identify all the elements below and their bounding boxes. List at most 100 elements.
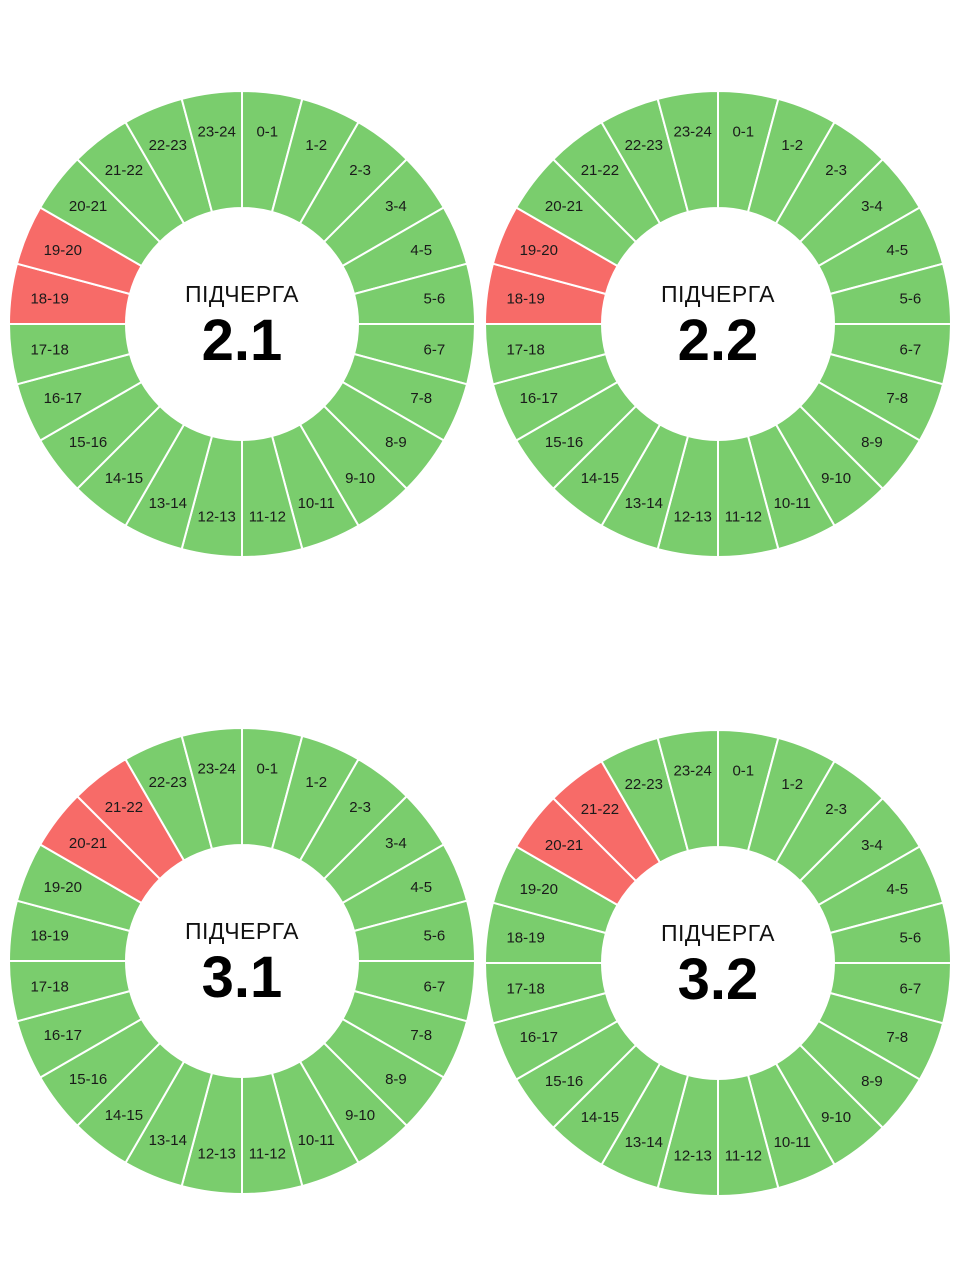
hour-label: 5-6 bbox=[899, 291, 921, 308]
hour-label: 0-1 bbox=[732, 763, 754, 780]
hour-label: 4-5 bbox=[886, 881, 908, 898]
hour-label: 18-19 bbox=[506, 930, 544, 947]
hour-label: 15-16 bbox=[69, 434, 107, 451]
hour-label: 19-20 bbox=[520, 242, 558, 259]
hour-label: 3-4 bbox=[385, 835, 407, 852]
hour-label: 5-6 bbox=[423, 928, 445, 945]
hour-label: 16-17 bbox=[520, 1029, 558, 1046]
hour-label: 16-17 bbox=[520, 390, 558, 407]
hour-segment-23-24-power bbox=[180, 89, 243, 214]
hour-label: 5-6 bbox=[423, 291, 445, 308]
hour-label: 22-23 bbox=[625, 776, 663, 793]
wheel-graphic: 0-1 1-2 2-3 3-4 4-5 5-6 6-7 7-8 8-9 9-10 10-11 11-1… bbox=[7, 726, 477, 1196]
hour-label: 4-5 bbox=[410, 242, 432, 259]
hour-label: 12-13 bbox=[197, 1145, 235, 1162]
hour-label: 18-19 bbox=[506, 291, 544, 308]
schedule-wheel-3-1: 0-1 1-2 2-3 3-4 4-5 5-6 6-7 7-8 8-9 9-10 10-11 11-1… bbox=[7, 726, 477, 1196]
hour-label: 15-16 bbox=[545, 434, 583, 451]
hour-label: 4-5 bbox=[410, 879, 432, 896]
wheel-graphic: 0-1 1-2 2-3 3-4 4-5 5-6 6-7 7-8 8-9 9-10 10-11 11-1… bbox=[7, 89, 477, 559]
queue-caption: ПІДЧЕРГА bbox=[661, 920, 775, 946]
wheel-graphic: 0-1 1-2 2-3 3-4 4-5 5-6 6-7 7-8 8-9 9-10 10-11 11-1… bbox=[483, 89, 953, 559]
hour-label: 21-22 bbox=[105, 162, 143, 179]
hour-segments: 0-1 1-2 2-3 3-4 4-5 5-6 6-7 7-8 8-9 9-10 10-11 11-1… bbox=[7, 726, 477, 1196]
hour-label: 1-2 bbox=[305, 774, 327, 791]
hour-label: 7-8 bbox=[886, 1029, 908, 1046]
hour-label: 15-16 bbox=[69, 1071, 107, 1088]
hour-label: 8-9 bbox=[861, 1073, 883, 1090]
hour-label: 4-5 bbox=[886, 242, 908, 259]
hour-label: 0-1 bbox=[256, 124, 278, 141]
hour-label: 21-22 bbox=[581, 801, 619, 818]
hour-label: 11-12 bbox=[725, 508, 762, 525]
hour-label: 0-1 bbox=[256, 761, 278, 778]
hour-label: 11-12 bbox=[249, 508, 286, 525]
hour-label: 21-22 bbox=[581, 162, 619, 179]
queue-caption: ПІДЧЕРГА bbox=[661, 281, 775, 307]
hour-label: 11-12 bbox=[249, 1145, 286, 1162]
hour-segments: 0-1 1-2 2-3 3-4 4-5 5-6 6-7 7-8 8-9 9-10 10-11 11-1… bbox=[7, 89, 477, 559]
hour-label: 12-13 bbox=[197, 508, 235, 525]
hour-label: 18-19 bbox=[30, 291, 68, 308]
hour-label: 12-13 bbox=[673, 508, 711, 525]
hour-label: 3-4 bbox=[385, 198, 407, 215]
hour-label: 13-14 bbox=[149, 495, 187, 512]
hour-label: 10-11 bbox=[774, 495, 811, 512]
hour-label: 20-21 bbox=[545, 198, 583, 215]
hour-label: 22-23 bbox=[625, 137, 663, 154]
hour-label: 21-22 bbox=[105, 799, 143, 816]
hour-label: 6-7 bbox=[899, 341, 921, 358]
hour-label: 2-3 bbox=[825, 801, 847, 818]
hour-label: 17-18 bbox=[506, 341, 544, 358]
hour-label: 16-17 bbox=[44, 390, 82, 407]
hour-segment-23-24-power bbox=[656, 728, 719, 853]
hour-segment-23-24-power bbox=[180, 726, 243, 851]
queue-caption: ПІДЧЕРГА bbox=[185, 918, 299, 944]
hour-label: 23-24 bbox=[673, 124, 711, 141]
hour-label: 22-23 bbox=[149, 774, 187, 791]
hour-label: 23-24 bbox=[673, 763, 711, 780]
hour-label: 7-8 bbox=[410, 390, 432, 407]
schedule-wheel-2-1: 0-1 1-2 2-3 3-4 4-5 5-6 6-7 7-8 8-9 9-10 10-11 11-1… bbox=[7, 89, 477, 559]
hour-label: 23-24 bbox=[197, 761, 235, 778]
hour-label: 1-2 bbox=[781, 776, 803, 793]
hour-label: 3-4 bbox=[861, 198, 883, 215]
queue-caption: ПІДЧЕРГА bbox=[185, 281, 299, 307]
queue-number: 2.1 bbox=[202, 308, 283, 373]
hour-label: 14-15 bbox=[105, 470, 143, 487]
hour-label: 19-20 bbox=[44, 879, 82, 896]
hour-label: 20-21 bbox=[69, 835, 107, 852]
hour-label: 1-2 bbox=[305, 137, 327, 154]
hour-segments: 0-1 1-2 2-3 3-4 4-5 5-6 6-7 7-8 8-9 9-10 10-11 11-1… bbox=[483, 89, 953, 559]
hour-label: 0-1 bbox=[732, 124, 754, 141]
hour-label: 19-20 bbox=[520, 881, 558, 898]
hour-label: 10-11 bbox=[298, 1132, 335, 1149]
hour-label: 10-11 bbox=[298, 495, 335, 512]
hour-label: 14-15 bbox=[581, 1109, 619, 1126]
hour-label: 6-7 bbox=[423, 341, 445, 358]
hour-label: 19-20 bbox=[44, 242, 82, 259]
hour-label: 7-8 bbox=[410, 1027, 432, 1044]
hour-label: 8-9 bbox=[385, 434, 407, 451]
hour-label: 5-6 bbox=[899, 930, 921, 947]
hour-label: 15-16 bbox=[545, 1073, 583, 1090]
hour-label: 13-14 bbox=[625, 1134, 663, 1151]
hour-segment-23-24-power bbox=[656, 89, 719, 214]
hour-label: 18-19 bbox=[30, 928, 68, 945]
hour-label: 17-18 bbox=[30, 978, 68, 995]
schedule-wheel-3-2: 0-1 1-2 2-3 3-4 4-5 5-6 6-7 7-8 8-9 9-10 10-11 11-1… bbox=[483, 728, 953, 1198]
wheel-graphic: 0-1 1-2 2-3 3-4 4-5 5-6 6-7 7-8 8-9 9-10 10-11 11-1… bbox=[483, 728, 953, 1198]
hour-label: 9-10 bbox=[345, 470, 375, 487]
hour-label: 16-17 bbox=[44, 1027, 82, 1044]
hour-label: 17-18 bbox=[30, 341, 68, 358]
hour-label: 8-9 bbox=[861, 434, 883, 451]
hour-label: 6-7 bbox=[899, 980, 921, 997]
hour-label: 14-15 bbox=[581, 470, 619, 487]
hour-label: 17-18 bbox=[506, 980, 544, 997]
hour-label: 7-8 bbox=[886, 390, 908, 407]
hour-label: 14-15 bbox=[105, 1107, 143, 1124]
hour-label: 20-21 bbox=[545, 837, 583, 854]
queue-number: 2.2 bbox=[678, 308, 759, 373]
hour-label: 23-24 bbox=[197, 124, 235, 141]
hour-label: 22-23 bbox=[149, 137, 187, 154]
